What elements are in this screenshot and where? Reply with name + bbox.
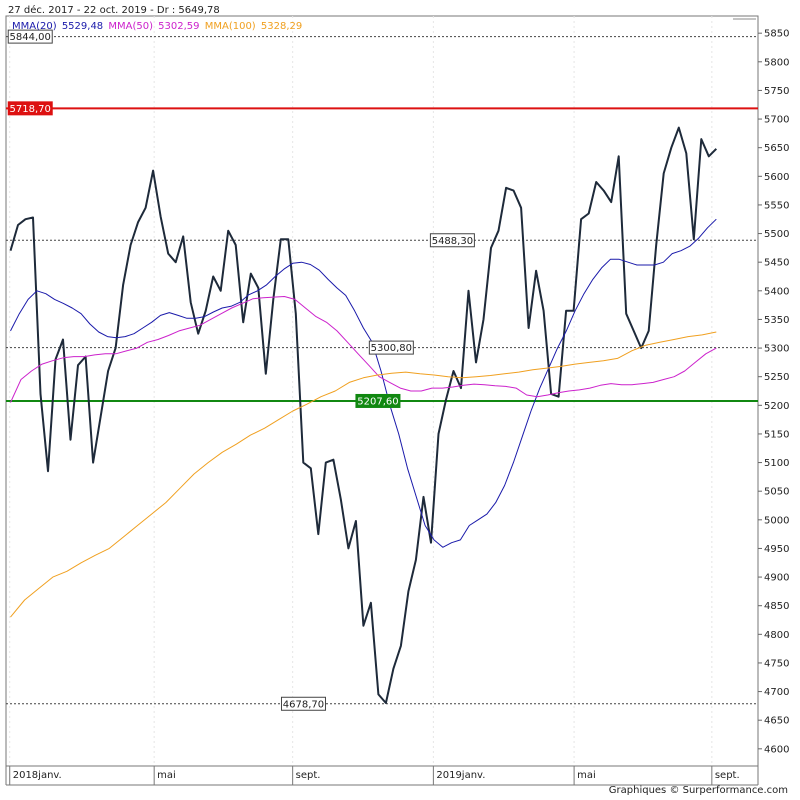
- y-tick-label: 4850: [764, 601, 789, 612]
- y-tick-label: 4750: [764, 658, 789, 669]
- y-tick-label: 5100: [764, 458, 789, 469]
- legend-mma100-value: 5328,29: [260, 21, 303, 32]
- plot-frame: [5, 15, 759, 767]
- level-label-box: [7, 101, 53, 116]
- y-tick-label: 5400: [764, 286, 789, 297]
- level-label: 5488,30: [432, 236, 473, 247]
- x-tick-label: 2018janv.: [13, 770, 62, 781]
- y-tick-label: 5250: [764, 372, 789, 383]
- y-tick-label: 4700: [764, 687, 789, 698]
- level-label-box: [355, 393, 401, 408]
- level-label: 5300,80: [371, 343, 412, 354]
- level-label: 5844,00: [10, 32, 51, 43]
- series-line-cac: [9, 126, 718, 704]
- series-line-mma-50-: [10, 296, 717, 403]
- y-tick-label: 5350: [764, 315, 789, 326]
- legend-mma50-label: MMA(50): [108, 21, 153, 32]
- y-tick-label: 5750: [764, 86, 789, 97]
- y-tick-label: 5600: [764, 172, 789, 183]
- series-line-mma-100-: [10, 331, 717, 618]
- y-tick-label: 5700: [764, 115, 789, 126]
- chart-credit: Graphiques © Surperformance.com: [608, 785, 788, 796]
- y-tick-label: 5200: [764, 401, 789, 412]
- y-tick-label: 4600: [764, 744, 789, 755]
- level-label-box: [7, 29, 53, 44]
- x-tick-label: mai: [577, 770, 596, 781]
- legend-mma100-label: MMA(100): [204, 21, 256, 32]
- y-tick-label: 5150: [764, 429, 789, 440]
- y-tick-label: 5800: [764, 57, 789, 68]
- x-tick-label: mai: [157, 770, 176, 781]
- chart-range-header: 27 déc. 2017 - 22 oct. 2019 - Dr : 5649,…: [8, 5, 220, 16]
- x-tick-label: 2019janv.: [436, 770, 485, 781]
- y-tick-label: 5300: [764, 344, 789, 355]
- y-tick-label: 5550: [764, 200, 789, 211]
- y-tick-label: 5050: [764, 487, 789, 498]
- y-tick-label: 5850: [764, 29, 789, 40]
- level-label: 5718,70: [10, 104, 51, 115]
- legend-mma20-value: 5529,48: [61, 21, 104, 32]
- y-tick-label: 4650: [764, 716, 789, 727]
- level-label-box: [368, 340, 414, 355]
- level-label: 5207,60: [357, 396, 398, 407]
- x-tick-label: sept.: [296, 770, 321, 781]
- y-tick-label: 5000: [764, 515, 789, 526]
- chart-legend: MMA(20) 5529,48 MMA(50) 5302,59 MMA(100)…: [12, 21, 304, 32]
- y-tick-label: 4950: [764, 544, 789, 555]
- level-label-box: [429, 233, 475, 248]
- series-line-mma-20-: [10, 218, 717, 548]
- y-tick-label: 5500: [764, 229, 789, 240]
- y-tick-label: 4800: [764, 630, 789, 641]
- y-tick-label: 5450: [764, 258, 789, 269]
- legend-mma50-value: 5302,59: [158, 21, 200, 32]
- y-tick-label: 4900: [764, 573, 789, 584]
- x-tick-label: sept.: [715, 770, 740, 781]
- level-label: 4678,70: [283, 699, 324, 710]
- level-label-box: [280, 696, 326, 711]
- y-tick-label: 5650: [764, 143, 789, 154]
- legend-mma20-label: MMA(20): [12, 21, 57, 32]
